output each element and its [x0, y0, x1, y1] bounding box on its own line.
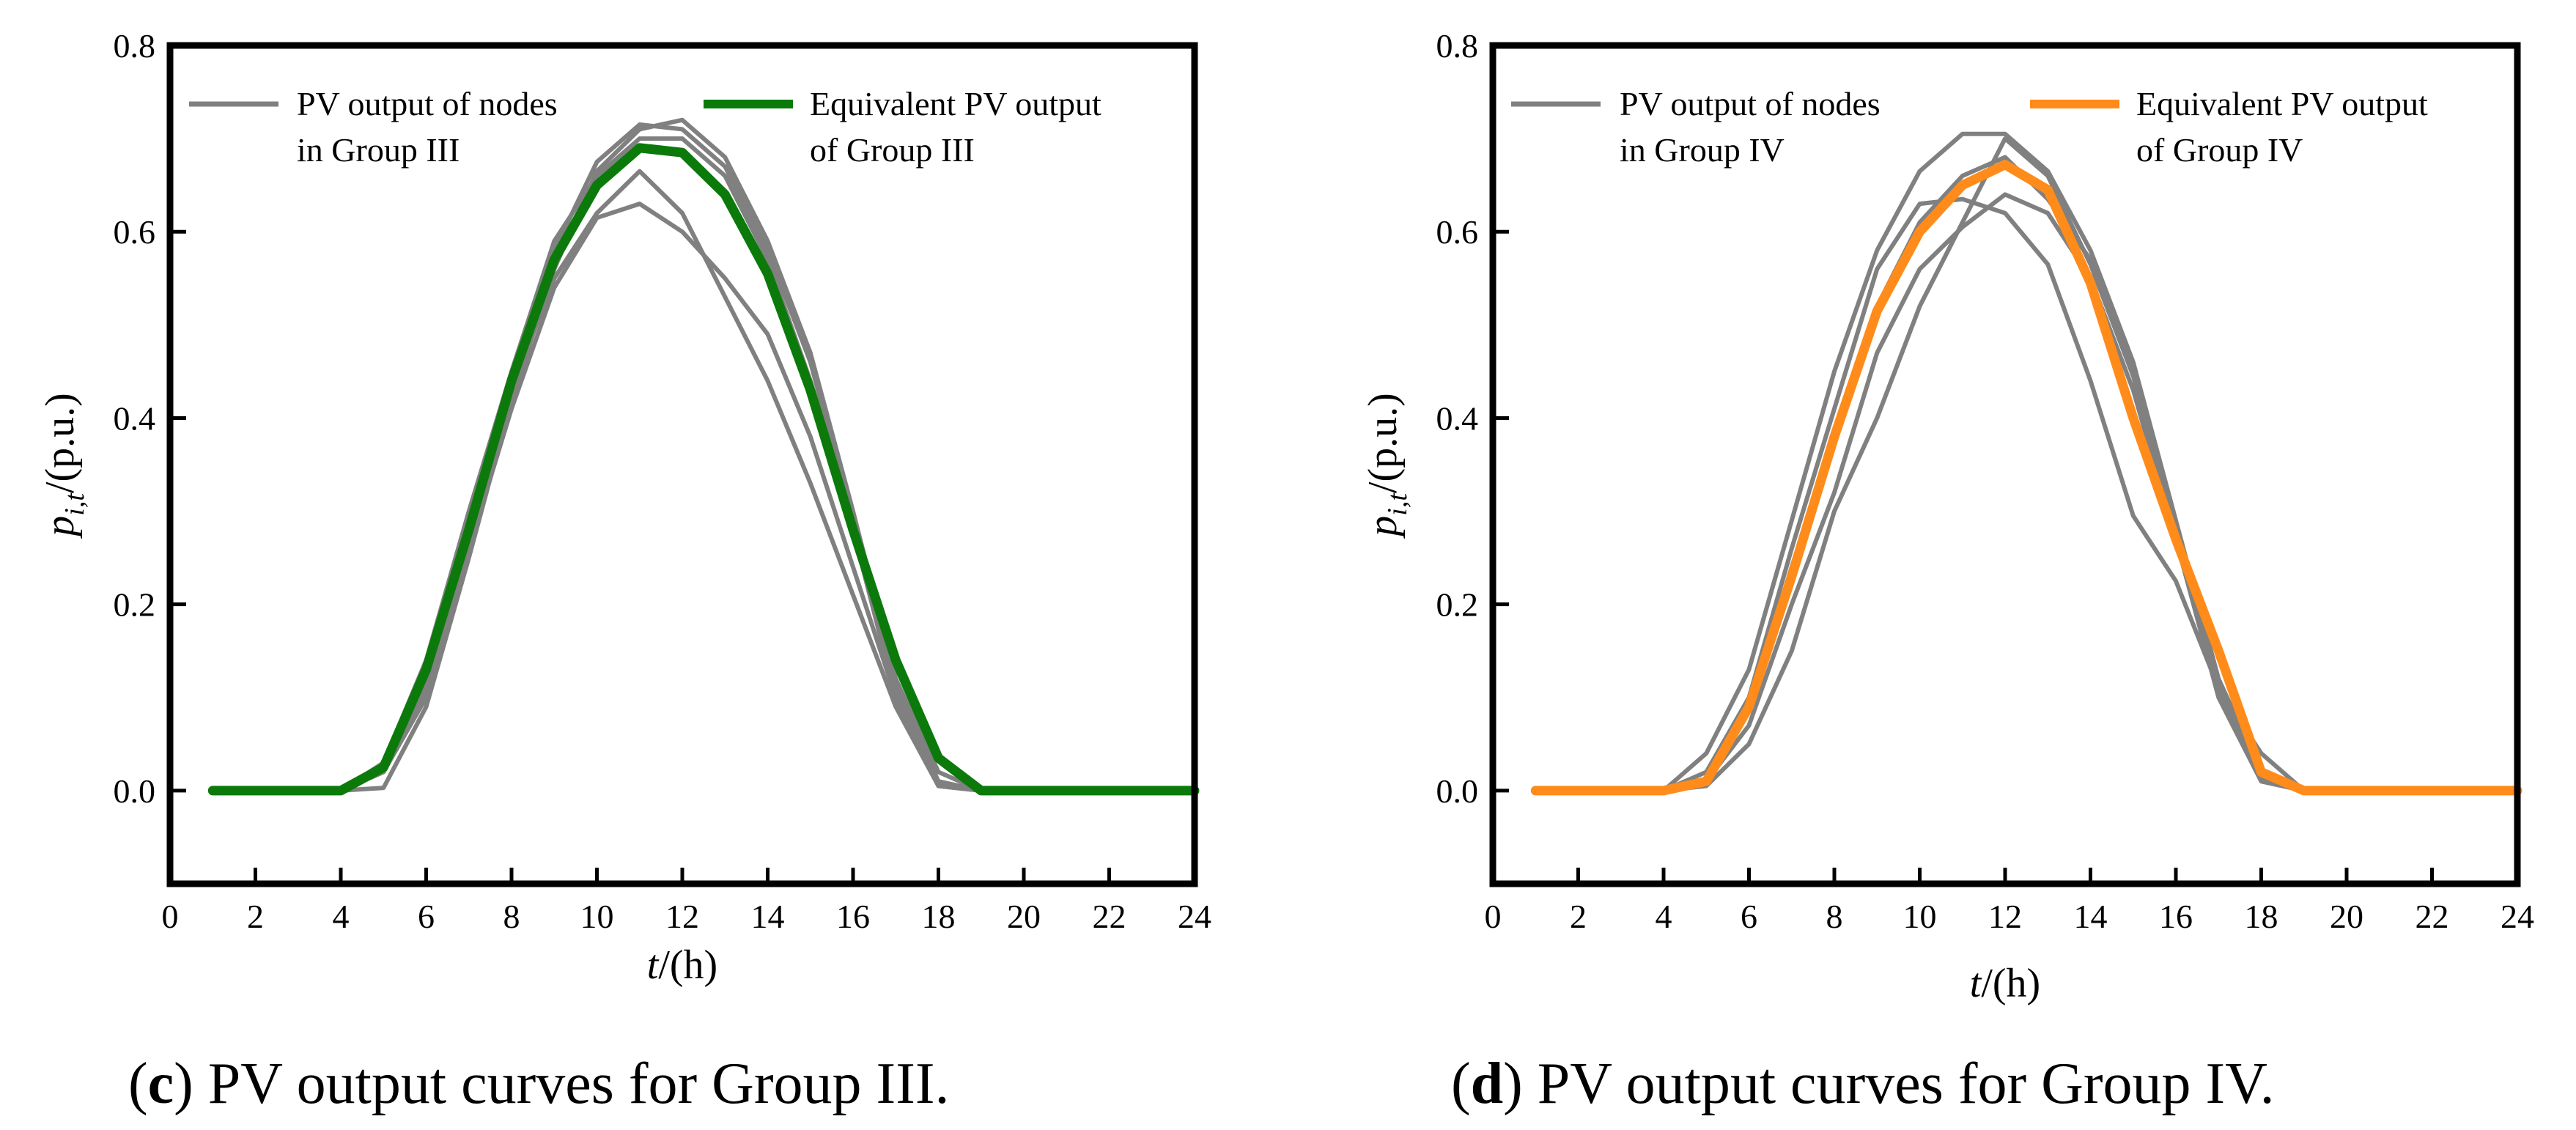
x-axis-variable: t	[1970, 961, 1982, 1006]
y-axis-title: pi,t/(p.u.)	[37, 393, 90, 539]
x-tick-label: 10	[1903, 898, 1937, 935]
x-tick-label: 0	[1485, 898, 1502, 935]
caption-letter: d	[1471, 1052, 1504, 1116]
caption-text: PV output curves for Group IV.	[1523, 1052, 2275, 1116]
y-tick-label: 0.6	[114, 213, 156, 251]
y-axis-ticks: 0.0 0.2 0.4 0.6 0.8	[114, 27, 186, 810]
legend-label-equivalent-line1: Equivalent PV output	[810, 85, 1101, 122]
x-tick-label: 10	[580, 898, 614, 935]
legend: PV output of nodes in Group III Equivale…	[189, 85, 1101, 169]
x-tick-label: 22	[2416, 898, 2449, 935]
x-tick-label: 6	[1741, 898, 1757, 935]
y-tick-label: 0.2	[1436, 586, 1479, 624]
series-layer	[207, 117, 1200, 796]
caption-c: (c) PV output curves for Group III.	[128, 1052, 949, 1116]
y-tick-label: 0.4	[1436, 399, 1479, 437]
x-tick-label: 0	[162, 898, 179, 935]
chart-panel-c: 0 2 4 6 8 10 12 14 16 18 20 22 24 0.00.20.40.60.8 pi…	[37, 27, 1211, 1116]
x-tick-label: 6	[418, 898, 435, 935]
y-axis-subscript: i,t	[1382, 492, 1413, 516]
y-tick-label: 0.0	[1436, 772, 1479, 810]
x-tick-label: 18	[922, 898, 956, 935]
series-line-node-1	[1533, 131, 2520, 793]
series-line-equivalent	[207, 143, 1200, 796]
series-line-node-3	[210, 136, 1197, 793]
y-axis-unit: /(p.u.)	[1360, 393, 1406, 493]
caption-text: PV output curves for Group III.	[193, 1052, 950, 1116]
series-line-node-5	[210, 202, 1197, 793]
x-axis-unit: /(h)	[658, 942, 717, 988]
y-axis-subscript: i,t	[59, 492, 90, 516]
x-tick-label: 20	[1007, 898, 1041, 935]
legend-label-nodes-line1: PV output of nodes	[1620, 85, 1881, 122]
y-axis-title: pi,t/(p.u.)	[1360, 393, 1413, 539]
x-axis-title: t/(h)	[647, 942, 717, 988]
y-tick-label: 0.8	[114, 27, 156, 64]
x-axis-title: t/(h)	[1970, 961, 2040, 1006]
x-tick-label: 2	[1570, 898, 1587, 935]
series-line-node-5	[1533, 155, 2520, 793]
legend-label-equivalent-line1: Equivalent PV output	[2136, 85, 2428, 122]
plot-frame	[1489, 42, 2521, 887]
legend-label-nodes-line2: in Group IV	[1620, 131, 1785, 169]
series-layer	[1530, 131, 2523, 796]
legend-label-equivalent-line2: of Group III	[810, 131, 975, 169]
x-tick-label: 24	[1178, 898, 1211, 935]
x-tick-label: 2	[247, 898, 264, 935]
x-tick-label: 22	[1093, 898, 1126, 935]
series-line-node-4	[1533, 192, 2520, 793]
y-tick-label: 0.0	[114, 772, 156, 810]
series-line-node-4	[210, 169, 1197, 793]
plot-frame	[166, 42, 1198, 887]
series-line-node-2	[1533, 196, 2520, 793]
chart-panel-d: 0 2 4 6 8 10 12 14 16 18 20 22 24 0.00.20.40.60.8 pi…	[1360, 27, 2534, 1116]
x-tick-label: 16	[2159, 898, 2193, 935]
x-tick-label: 16	[836, 898, 870, 935]
legend: PV output of nodes in Group IV Equivalen…	[1511, 85, 2428, 169]
x-tick-label: 24	[2501, 898, 2534, 935]
y-tick-label: 0.6	[1436, 213, 1479, 251]
x-tick-label: 8	[1826, 898, 1843, 935]
x-tick-label: 14	[2074, 898, 2108, 935]
x-tick-label: 12	[665, 898, 699, 935]
x-axis-ticks: 0 2 4 6 8 10 12 14 16 18 20 22 24	[1485, 868, 2534, 935]
series-line-node-2	[210, 122, 1197, 793]
y-tick-label: 0.8	[1436, 27, 1479, 64]
y-tick-label: 0.4	[114, 399, 156, 437]
x-tick-label: 18	[2245, 898, 2278, 935]
y-axis-ticks: 0.0 0.2 0.4 0.6 0.8	[1436, 27, 1509, 810]
x-axis-unit: /(h)	[1981, 961, 2040, 1006]
series-line-equivalent	[1530, 160, 2523, 796]
x-tick-label: 4	[1656, 898, 1672, 935]
y-tick-label: 0.2	[114, 586, 156, 624]
x-tick-label: 8	[503, 898, 520, 935]
x-tick-label: 14	[751, 898, 785, 935]
x-tick-label: 12	[1988, 898, 2022, 935]
y-axis-unit: /(p.u.)	[37, 393, 83, 493]
x-tick-label: 4	[333, 898, 350, 935]
y-axis-variable: p	[37, 516, 83, 539]
x-tick-label: 20	[2330, 898, 2363, 935]
x-axis-variable: t	[647, 942, 660, 988]
x-axis-ticks: 0 2 4 6 8 10 12 14 16 18 20 22 24	[162, 868, 1211, 935]
series-line-node-1	[210, 117, 1197, 793]
legend-label-equivalent-line2: of Group IV	[2136, 131, 2303, 169]
caption-letter: c	[148, 1052, 174, 1116]
legend-label-nodes-line1: PV output of nodes	[297, 85, 558, 122]
legend-label-nodes-line2: in Group III	[297, 131, 460, 169]
caption-d: (d) PV output curves for Group IV.	[1451, 1052, 2275, 1116]
y-axis-variable: p	[1360, 516, 1406, 539]
